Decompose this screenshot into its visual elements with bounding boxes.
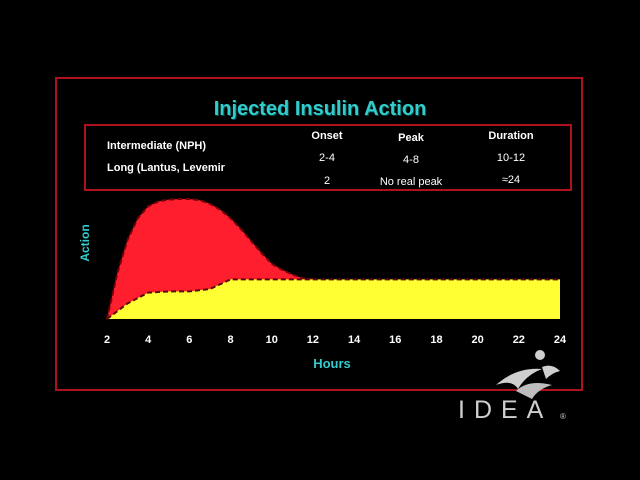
x-tick-label: 6 [186,334,192,346]
y-axis-label: Action [78,224,92,261]
row-nph-onset: 2-4 [319,152,335,164]
row-nph-name: Intermediate (NPH) [107,140,207,152]
row-long-peak: No real peak [379,176,443,188]
series-long-line [106,278,560,320]
row-long-onset: 2 [323,175,331,187]
header-duration: Duration [488,130,534,142]
series-nph-line [106,198,314,320]
slide-frame [55,77,583,391]
row-long-duration: ≈24 [501,174,521,186]
row-nph-peak: 4-8 [403,154,419,166]
slide-title: Injected Insulin Action [213,98,427,120]
x-tick-label: 20 [472,334,484,346]
idea-registered-mark: ® [560,412,566,421]
x-tick-label: 22 [513,334,525,346]
x-tick-label: 10 [266,334,278,346]
row-nph-duration: 10-12 [496,152,526,164]
insulin-table [84,124,572,191]
row-long-name: Long (Lantus, Levemir [107,162,225,174]
idea-logo-text: IDEA [458,396,553,424]
x-tick-label: 24 [554,334,567,346]
x-tick-label: 12 [307,334,319,346]
header-peak: Peak [398,132,424,144]
series-long-area [107,279,560,319]
header-onset: Onset [311,130,343,142]
x-tick-label: 2 [104,334,110,346]
x-axis-label: Hours [313,356,351,371]
idea-runner-icon [496,350,560,399]
x-tick-label: 8 [227,334,233,346]
x-tick-label: 4 [145,334,152,346]
x-tick-label: 14 [348,334,361,346]
x-tick-label: 16 [389,334,401,346]
x-tick-label: 18 [430,334,442,346]
